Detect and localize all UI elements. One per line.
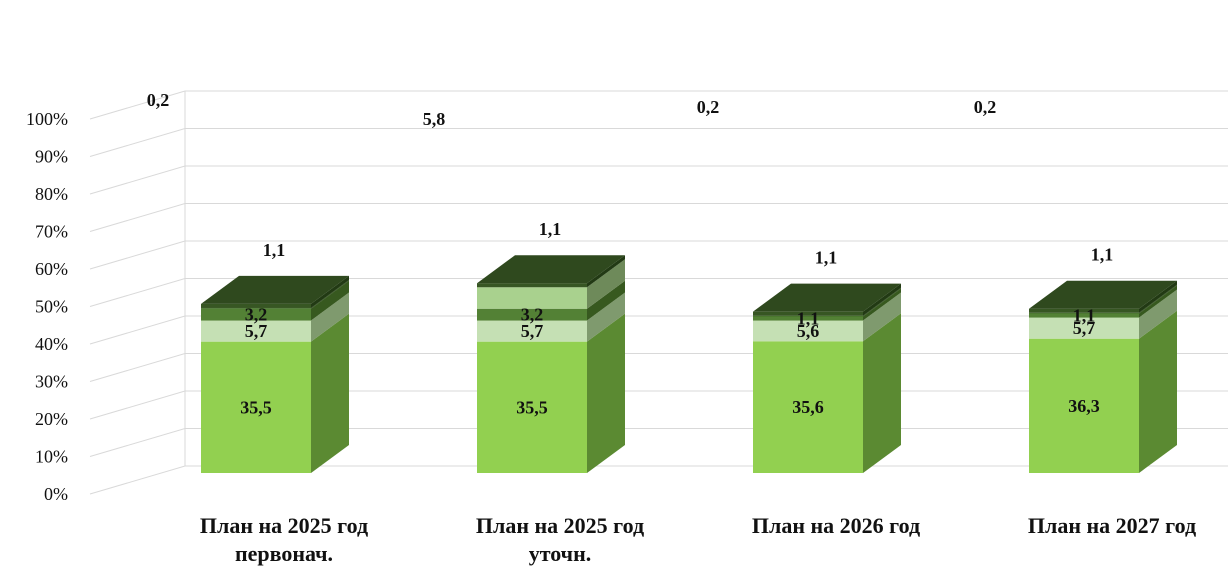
bar-top-face	[1029, 280, 1177, 309]
data-label: 1,1	[1091, 245, 1114, 265]
bar-segment	[1029, 317, 1139, 339]
bar-side-face	[587, 280, 625, 321]
bar-segment	[477, 320, 587, 342]
y-tick-label: 10%	[35, 447, 68, 467]
bar-segment	[201, 341, 311, 473]
bar-side-face	[1139, 310, 1177, 473]
category-label: План на 2027 год	[1028, 513, 1196, 538]
gridline	[89, 165, 1228, 195]
gridline	[89, 240, 1228, 270]
data-label: 35,6	[792, 397, 824, 417]
data-label: 1,1	[539, 219, 562, 239]
data-label: 1,1	[263, 240, 286, 260]
gridline	[89, 203, 1228, 232]
bar-top-face	[477, 255, 625, 284]
bar-side-face	[311, 279, 349, 309]
data-label: 36,3	[1068, 396, 1100, 416]
gridlines	[89, 90, 1228, 495]
bar-segment	[201, 307, 311, 309]
bar-segment	[753, 311, 863, 316]
data-label: 1,1	[815, 248, 838, 268]
data-label: 1,1	[1073, 306, 1096, 326]
bar-segment	[1029, 338, 1139, 473]
data-label: 3,2	[521, 305, 544, 325]
bar-side-face	[863, 288, 901, 321]
bar-side-face	[863, 287, 901, 317]
y-tick-label: 20%	[35, 409, 68, 429]
bar-segment	[201, 320, 311, 342]
bar-side-face	[1139, 289, 1177, 339]
y-tick-label: 80%	[35, 184, 68, 204]
bar-segment	[753, 341, 863, 473]
data-label: 1,1	[797, 309, 820, 329]
bar-side-face	[311, 275, 349, 308]
gridline	[89, 128, 1228, 157]
gridline	[89, 90, 1228, 120]
bar-segment	[477, 287, 587, 309]
bar-stack	[753, 283, 901, 473]
data-label: 3,2	[245, 305, 268, 325]
bar-segment	[201, 303, 311, 308]
data-label: 5,6	[797, 321, 820, 341]
y-tick-label: 30%	[35, 372, 68, 392]
bar-stack	[201, 275, 349, 473]
bar-side-face	[863, 283, 901, 316]
category-label: План на 2026 год	[752, 513, 920, 538]
bar-side-face	[587, 259, 625, 309]
data-label: 5,7	[245, 321, 268, 341]
y-tick-label: 50%	[35, 297, 68, 317]
bar-side-face	[587, 292, 625, 342]
category-label: План на 2025 год	[476, 513, 644, 538]
category-label: первонач.	[235, 541, 333, 566]
bar-side-face	[863, 292, 901, 342]
bar-side-face	[587, 255, 625, 288]
bar-side-face	[1139, 284, 1177, 314]
bar-stack	[477, 255, 625, 473]
data-label: 35,5	[240, 397, 272, 417]
bar-segment	[477, 341, 587, 473]
bar-side-face	[587, 313, 625, 473]
bar-top-face	[201, 275, 349, 304]
bar-side-face	[311, 313, 349, 473]
bar-segment	[1029, 313, 1139, 318]
bar-segment	[1029, 312, 1139, 314]
bar-side-face	[863, 313, 901, 473]
data-label: 35,5	[516, 397, 548, 417]
y-tick-label: 90%	[35, 147, 68, 167]
data-label: 0,2	[697, 97, 720, 117]
bar-side-face	[1139, 280, 1177, 313]
data-label: 5,7	[521, 321, 544, 341]
data-label: 5,7	[1073, 318, 1096, 338]
y-tick-label: 100%	[26, 109, 68, 129]
y-tick-label: 70%	[35, 222, 68, 242]
y-tick-label: 40%	[35, 334, 68, 354]
data-label: 5,8	[423, 109, 446, 129]
bar-side-face	[1139, 285, 1177, 318]
bar-side-face	[311, 280, 349, 321]
bar-segment	[753, 315, 863, 317]
category-label: План на 2025 год	[200, 513, 368, 538]
bar-segment	[753, 316, 863, 321]
bar-side-face	[311, 292, 349, 342]
category-label: уточн.	[529, 541, 592, 566]
bar-top-face	[753, 283, 901, 312]
bar-segment	[477, 308, 587, 321]
bar-segment	[477, 283, 587, 288]
data-label: 0,2	[147, 90, 170, 110]
bar-segment	[753, 320, 863, 342]
bar-stack	[1029, 280, 1177, 473]
y-tick-label: 60%	[35, 259, 68, 279]
y-tick-label: 0%	[44, 484, 68, 504]
bar-segment	[1029, 308, 1139, 313]
data-label: 0,2	[974, 97, 997, 117]
bar-segment	[201, 308, 311, 321]
